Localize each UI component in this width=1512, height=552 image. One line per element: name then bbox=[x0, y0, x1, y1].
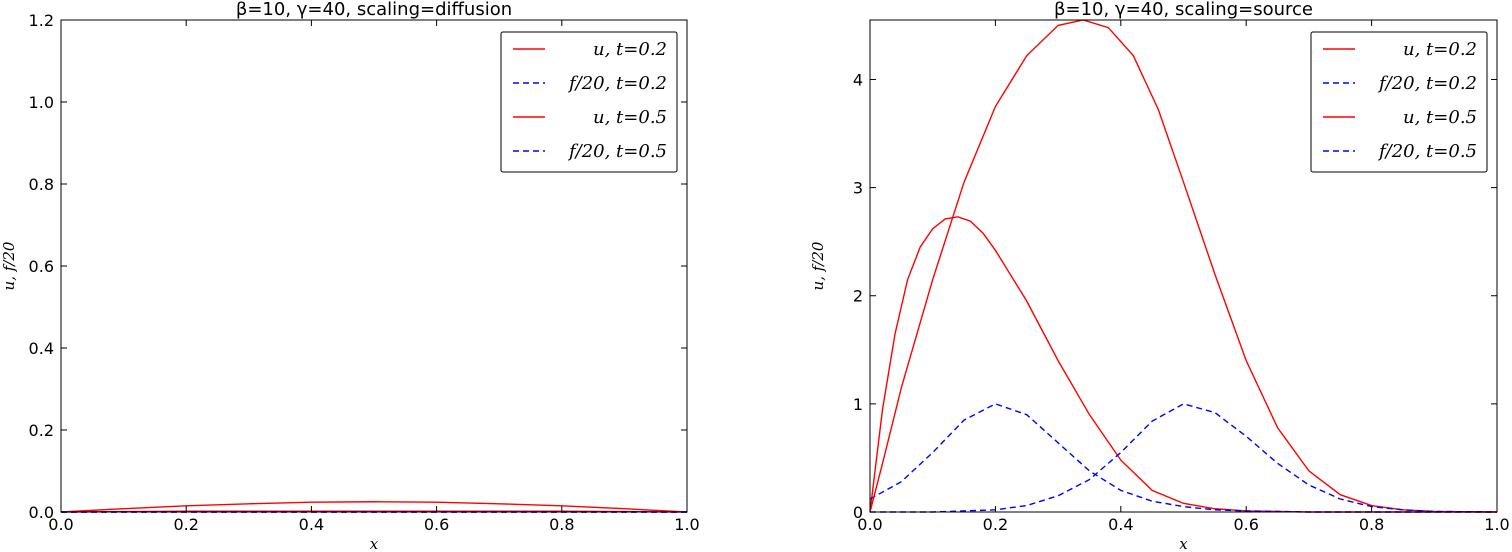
x-tick-label: 0.2 bbox=[983, 515, 1008, 534]
legend-box bbox=[1310, 31, 1488, 173]
chart-title: β=10, γ=40, scaling=source bbox=[1054, 0, 1313, 20]
axes-frame bbox=[869, 19, 1498, 513]
y-axis-label: u, f/20 bbox=[0, 241, 18, 290]
x-tick-label: 1.0 bbox=[1484, 515, 1509, 534]
legend-label: u, t=0.2 bbox=[593, 39, 667, 60]
legend: u, t=0.2 f/20, t=0.2 u, t=0.5 f/20, t=0.5 bbox=[500, 31, 678, 173]
chart-diffusion: 0.0 0.2 0.4 0.6 0.8 1.0 0.0 0.2 0.4 0.6 0.8 1.0 1.2 β… bbox=[0, 0, 700, 552]
y-tick-label: 0.4 bbox=[29, 339, 54, 358]
legend: u, t=0.2 f/20, t=0.2 u, t=0.5 f/20, t=0.5 bbox=[1310, 31, 1488, 173]
x-tick-label: 0.0 bbox=[857, 515, 882, 534]
y-tick-label: 0.6 bbox=[29, 257, 54, 276]
x-tick-label: 0.4 bbox=[1108, 515, 1133, 534]
x-tick-label: 0.6 bbox=[1233, 515, 1258, 534]
x-tick-label: 0.8 bbox=[1359, 515, 1384, 534]
y-axis-label: u, f/20 bbox=[809, 241, 827, 290]
x-axis-label: x bbox=[370, 535, 379, 552]
x-tick-label: 1.0 bbox=[674, 515, 699, 534]
legend-label: u, t=0.5 bbox=[593, 107, 667, 128]
x-tick-label: 0.4 bbox=[299, 515, 324, 534]
legend-label: f/20, t=0.2 bbox=[567, 73, 667, 94]
y-tick-label: 0.0 bbox=[29, 503, 54, 522]
series-line-3 bbox=[870, 403, 1498, 513]
legend-label: f/20, t=0.5 bbox=[1377, 141, 1477, 162]
y-tick-label: 3 bbox=[853, 179, 863, 198]
series-line-2 bbox=[60, 501, 688, 513]
legend-label: u, t=0.2 bbox=[1403, 39, 1477, 60]
legend-box bbox=[500, 31, 678, 173]
legend-label: f/20, t=0.2 bbox=[1377, 73, 1477, 94]
y-tick-label: 1.0 bbox=[29, 93, 54, 112]
y-tick-label: 0 bbox=[853, 503, 863, 522]
x-tick-label: 0.0 bbox=[48, 515, 73, 534]
series-line-2 bbox=[869, 19, 1498, 513]
legend-label: f/20, t=0.5 bbox=[567, 141, 667, 162]
y-tick-label: 0.8 bbox=[29, 175, 54, 194]
y-tick-label: 4 bbox=[853, 70, 863, 89]
y-tick-label: 1 bbox=[853, 395, 863, 414]
chart-title: β=10, γ=40, scaling=diffusion bbox=[236, 0, 512, 20]
x-tick-label: 0.8 bbox=[549, 515, 574, 534]
chart-source: 0.0 0.2 0.4 0.6 0.8 1.0 0 1 2 3 4 β=10, γ=40, scali… bbox=[809, 0, 1510, 552]
x-tick-label: 0.2 bbox=[173, 515, 198, 534]
x-tick-label: 0.6 bbox=[424, 515, 449, 534]
y-tick-label: 2 bbox=[853, 287, 863, 306]
legend-label: u, t=0.5 bbox=[1403, 107, 1477, 128]
x-axis-label: x bbox=[1179, 535, 1188, 552]
y-tick-label: 1.2 bbox=[29, 11, 54, 30]
y-tick-label: 0.2 bbox=[29, 421, 54, 440]
